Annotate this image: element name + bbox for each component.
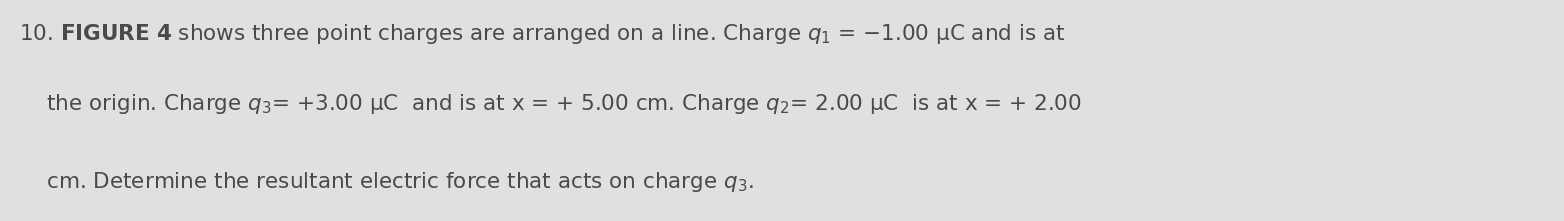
Text: cm. Determine the resultant electric force that acts on charge $q_3$.: cm. Determine the resultant electric for… xyxy=(19,170,754,194)
Text: the origin. Charge $q_3$= +3.00 μC  and is at x = + 5.00 cm. Charge $q_2$= 2.00 : the origin. Charge $q_3$= +3.00 μC and i… xyxy=(19,93,1082,116)
Text: 10. $\mathbf{FIGURE\ 4}$ shows three point charges are arranged on a line. Charg: 10. $\mathbf{FIGURE\ 4}$ shows three poi… xyxy=(19,22,1065,46)
